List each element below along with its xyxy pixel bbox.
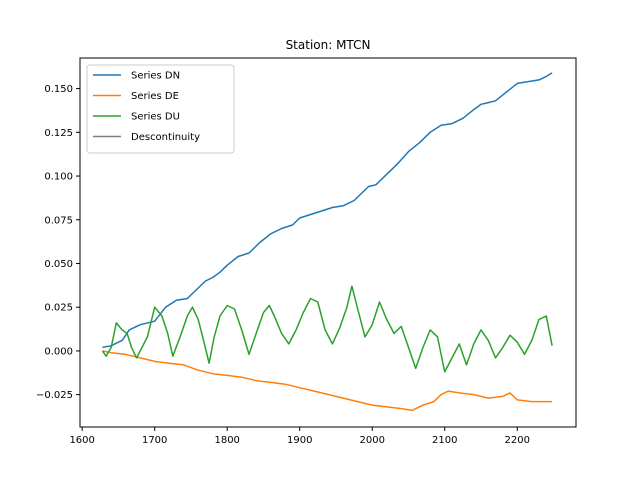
x-tick-label: 1600 xyxy=(69,435,94,446)
legend-label: Series DU xyxy=(131,112,180,123)
legend-box xyxy=(86,64,235,154)
y-tick-label: 0.100 xyxy=(44,172,73,183)
series-line-2 xyxy=(101,285,553,373)
y-axis: −0.025 0.000 0.025 0.050 0.075 0.100 0.125 0.15… xyxy=(36,84,80,401)
series-line-0 xyxy=(102,72,553,349)
legend-label: Series DE xyxy=(131,91,179,102)
y-tick-label: 0.075 xyxy=(44,215,73,226)
x-tick-label: 2100 xyxy=(432,435,457,446)
x-tick-label: 1900 xyxy=(287,435,312,446)
x-tick-label: 1800 xyxy=(214,435,239,446)
legend: Series DN Series DE Series DU Descontinuity xyxy=(86,64,235,154)
y-tick-label: 0.025 xyxy=(44,303,73,314)
series-line-1 xyxy=(102,350,553,412)
y-tick-label: 0.150 xyxy=(44,84,73,95)
y-tick-label: −0.025 xyxy=(36,390,73,401)
y-tick-label: 0.000 xyxy=(44,346,73,357)
x-tick-label: 2200 xyxy=(505,435,530,446)
x-tick-label: 2000 xyxy=(360,435,385,446)
axes-frame xyxy=(79,57,577,428)
legend-label: Descontinuity xyxy=(131,132,200,143)
x-tick-label: 1700 xyxy=(142,435,167,446)
legend-label: Series DN xyxy=(131,71,180,82)
x-axis: 1600 1700 1800 1900 2000 2100 2200 xyxy=(69,427,530,446)
y-tick-label: 0.050 xyxy=(44,259,73,270)
chart-title: Station: MTCN xyxy=(286,38,371,52)
y-tick-label: 0.125 xyxy=(44,128,73,139)
plot-area xyxy=(101,72,553,412)
